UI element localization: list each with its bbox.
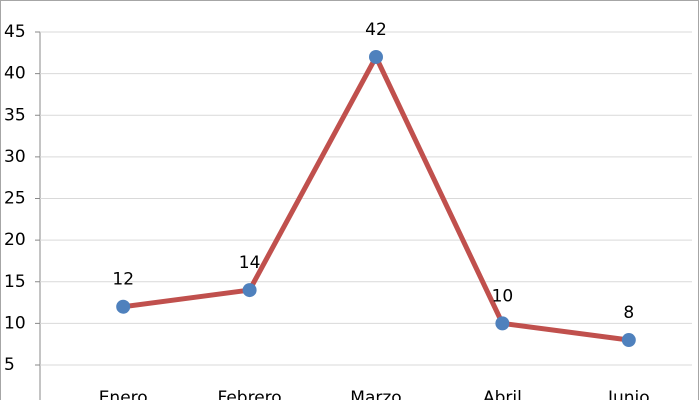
marker bbox=[495, 316, 510, 331]
y-tick-label: 30 bbox=[4, 147, 26, 167]
data-label: 10 bbox=[492, 286, 514, 306]
y-tick-label: 35 bbox=[4, 105, 26, 125]
data-label: 42 bbox=[365, 20, 387, 40]
marker bbox=[369, 49, 383, 64]
marker bbox=[242, 283, 257, 298]
x-tick-label: Abril bbox=[483, 388, 522, 400]
y-tick-label: 25 bbox=[4, 189, 26, 209]
y-tick-label: 5 bbox=[4, 355, 15, 375]
y-tick-label: 45 bbox=[4, 22, 26, 42]
data-label: 8 bbox=[623, 303, 634, 323]
y-tick-label: 10 bbox=[4, 313, 26, 333]
x-tick-label: Junio bbox=[607, 388, 650, 400]
marker bbox=[621, 333, 636, 348]
data-label: 14 bbox=[239, 253, 261, 273]
y-tick-label: 15 bbox=[4, 272, 26, 292]
y-tick-label: 20 bbox=[4, 230, 26, 250]
x-tick-label: Enero bbox=[99, 388, 148, 400]
x-tick-label: Marzo bbox=[350, 388, 401, 400]
data-label: 12 bbox=[112, 270, 134, 290]
marker bbox=[116, 299, 131, 314]
y-tick-label: 40 bbox=[4, 64, 26, 84]
x-tick-label: Febrero bbox=[217, 388, 281, 400]
